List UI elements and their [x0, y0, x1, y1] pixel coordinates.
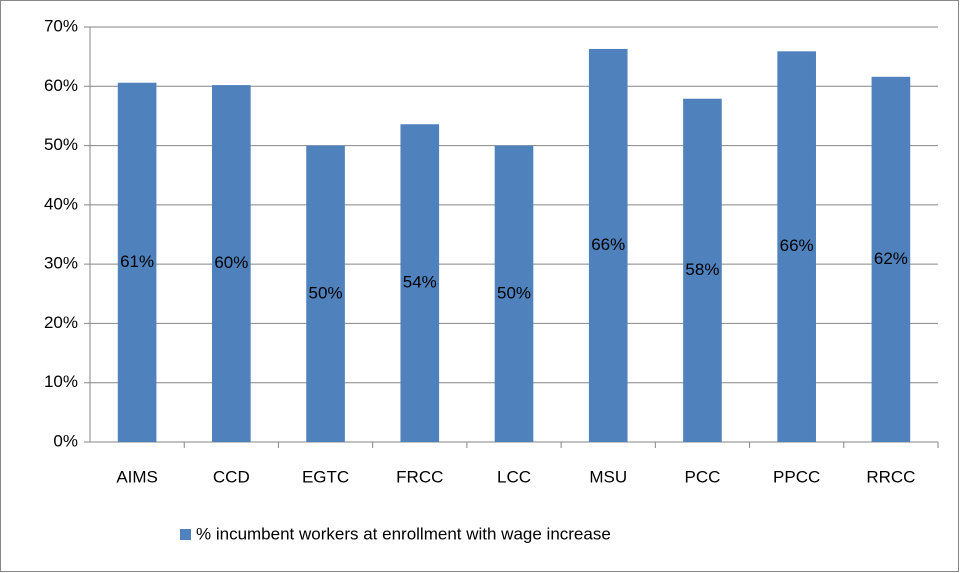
x-tick-label: FRCC — [396, 467, 443, 486]
bar — [588, 48, 628, 442]
y-tick-label: 20% — [44, 313, 78, 332]
y-tick-label: 30% — [44, 254, 78, 273]
data-label: 62% — [874, 249, 908, 268]
y-tick-label: 10% — [44, 372, 78, 391]
bar — [777, 51, 816, 443]
x-tick-label: RRCC — [866, 467, 915, 486]
x-tick-label: MSU — [589, 467, 627, 486]
legend-swatch — [180, 529, 191, 540]
bar — [400, 124, 440, 442]
data-label: 66% — [780, 236, 814, 255]
y-tick-label: 50% — [44, 135, 78, 154]
bar — [494, 145, 534, 443]
bar — [117, 82, 157, 442]
data-label: 50% — [497, 283, 531, 302]
x-tick-label: LCC — [497, 467, 531, 486]
data-label: 66% — [591, 235, 625, 254]
bar — [212, 85, 251, 442]
data-label: 61% — [120, 252, 154, 271]
x-tick-label: CCD — [213, 467, 250, 486]
y-tick-label: 70% — [44, 16, 78, 35]
y-tick-label: 0% — [53, 431, 78, 450]
data-label: 50% — [309, 283, 343, 302]
y-tick-label: 40% — [44, 194, 78, 213]
x-tick-label: PPCC — [773, 467, 820, 486]
legend-label: % incumbent workers at enrollment with w… — [196, 524, 611, 543]
x-tick-label: EGTC — [302, 467, 349, 486]
bar — [871, 76, 911, 443]
bar — [683, 98, 722, 442]
data-label: 60% — [214, 253, 248, 272]
x-tick-label: PCC — [684, 467, 720, 486]
y-tick-label: 60% — [44, 76, 78, 95]
x-tick-label: AIMS — [116, 467, 158, 486]
data-label: 58% — [685, 260, 719, 279]
bar — [306, 145, 345, 443]
data-label: 54% — [403, 273, 437, 292]
